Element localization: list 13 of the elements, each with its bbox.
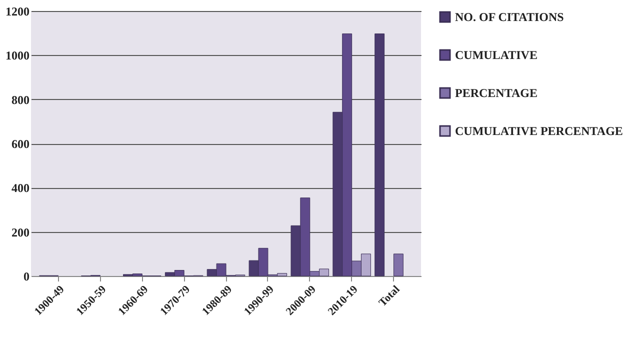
legend-label: NO. OF CITATIONS [455, 10, 564, 24]
bar [393, 254, 404, 276]
y-tick-label: 200 [12, 225, 30, 240]
bar [374, 33, 385, 276]
y-tick-label: 1200 [6, 4, 30, 18]
y-tick-label: 800 [12, 92, 30, 107]
legend-label: PERCENTAGE [455, 86, 538, 100]
y-tick-label: 400 [12, 181, 30, 196]
legend-label: CUMULATIVE PERCENTAGE [455, 124, 623, 138]
legend-label: CUMULATIVE [455, 48, 538, 62]
y-tick-label: 1000 [6, 48, 30, 63]
y-tick-label: 600 [12, 137, 30, 151]
y-tick-label: 0 [24, 270, 30, 284]
